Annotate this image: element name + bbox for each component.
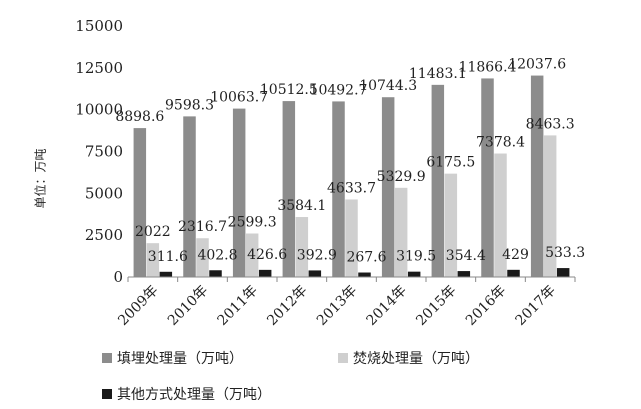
bar [444, 173, 458, 277]
y-tick-label: 7500 [85, 143, 123, 161]
data-label: 11866.4 [459, 59, 517, 75]
bar [543, 135, 557, 277]
bar [308, 270, 322, 277]
legend-item-other: 其他方式处理量（万吨） [102, 384, 271, 404]
data-label: 2022 [135, 224, 171, 240]
bar [381, 97, 395, 278]
bar [183, 116, 196, 277]
bar [282, 101, 296, 277]
y-tick-label: 15000 [75, 17, 123, 35]
data-label: 392.9 [297, 247, 337, 263]
data-label: 267.6 [346, 250, 386, 266]
bar [133, 128, 147, 277]
data-label: 5329.9 [377, 169, 426, 185]
legend-swatch-incineration [338, 353, 348, 363]
data-label: 10512.5 [260, 82, 318, 98]
y-tick-label: 10000 [75, 101, 123, 119]
x-tick-label: 2016年 [463, 283, 509, 329]
data-label: 311.6 [148, 249, 188, 265]
data-label: 429 [502, 247, 529, 263]
y-axis-label-wrap: 单位：万吨 [30, 148, 50, 210]
data-label: 402.8 [197, 247, 237, 263]
bar [295, 217, 309, 277]
y-tick-label: 0 [113, 268, 123, 286]
bar [556, 268, 570, 277]
data-label: 10063.7 [210, 90, 268, 106]
bar [481, 78, 494, 277]
data-label: 4633.7 [327, 180, 376, 196]
bar [196, 238, 209, 277]
bar [258, 269, 272, 277]
y-tick-label: 12500 [75, 59, 123, 77]
bar [431, 84, 445, 277]
legend-swatch-other [102, 389, 112, 399]
bar [358, 272, 371, 277]
data-label: 10492.7 [310, 82, 368, 98]
legend-item-landfill: 填埋处理量（万吨） [102, 348, 243, 368]
bar [457, 271, 471, 277]
x-tick-label: 2012年 [264, 283, 310, 329]
legend-label-incineration: 焚烧处理量（万吨） [353, 351, 479, 367]
data-label: 7378.4 [476, 135, 525, 151]
bar [530, 75, 544, 277]
x-tick-label: 2013年 [314, 283, 360, 329]
x-tick-label: 2015年 [413, 283, 459, 329]
legend-item-incineration: 焚烧处理量（万吨） [338, 348, 479, 368]
bar [146, 243, 160, 277]
legend-label-landfill: 填埋处理量（万吨） [117, 351, 243, 367]
y-tick-label: 2500 [85, 226, 123, 244]
data-label: 2599.3 [228, 215, 277, 231]
x-tick-label: 2010年 [165, 283, 211, 329]
data-label: 9598.3 [165, 97, 214, 113]
x-tick-label: 2011年 [215, 283, 261, 329]
bar [232, 108, 246, 277]
legend-swatch-landfill [102, 353, 112, 363]
bar [209, 270, 222, 277]
legend-label-other: 其他方式处理量（万吨） [117, 387, 271, 403]
data-label: 12037.6 [508, 57, 566, 73]
x-tick-label: 2017年 [513, 283, 559, 329]
data-label: 319.5 [396, 249, 436, 265]
bar [345, 199, 358, 277]
data-label: 8463.3 [526, 116, 575, 132]
data-label: 10744.3 [359, 78, 417, 94]
data-label: 11483.1 [409, 66, 467, 82]
data-label: 3584.1 [277, 198, 326, 214]
bar [494, 153, 507, 277]
y-tick-label: 5000 [85, 184, 123, 202]
data-label: 6175.5 [426, 155, 475, 171]
bar [332, 101, 345, 277]
data-label: 354.4 [446, 248, 486, 264]
y-axis-label: 单位：万吨 [33, 148, 48, 209]
data-label: 426.6 [247, 247, 287, 263]
x-tick-label: 2014年 [364, 283, 410, 329]
data-label: 8898.6 [115, 109, 164, 125]
bar [159, 271, 173, 277]
bar [407, 271, 421, 277]
bar [507, 269, 520, 277]
bar [245, 233, 259, 277]
bar [394, 187, 408, 277]
x-tick-label: 2009年 [115, 283, 161, 329]
data-label: 2316.7 [178, 219, 227, 235]
data-label: 533.3 [545, 245, 585, 261]
